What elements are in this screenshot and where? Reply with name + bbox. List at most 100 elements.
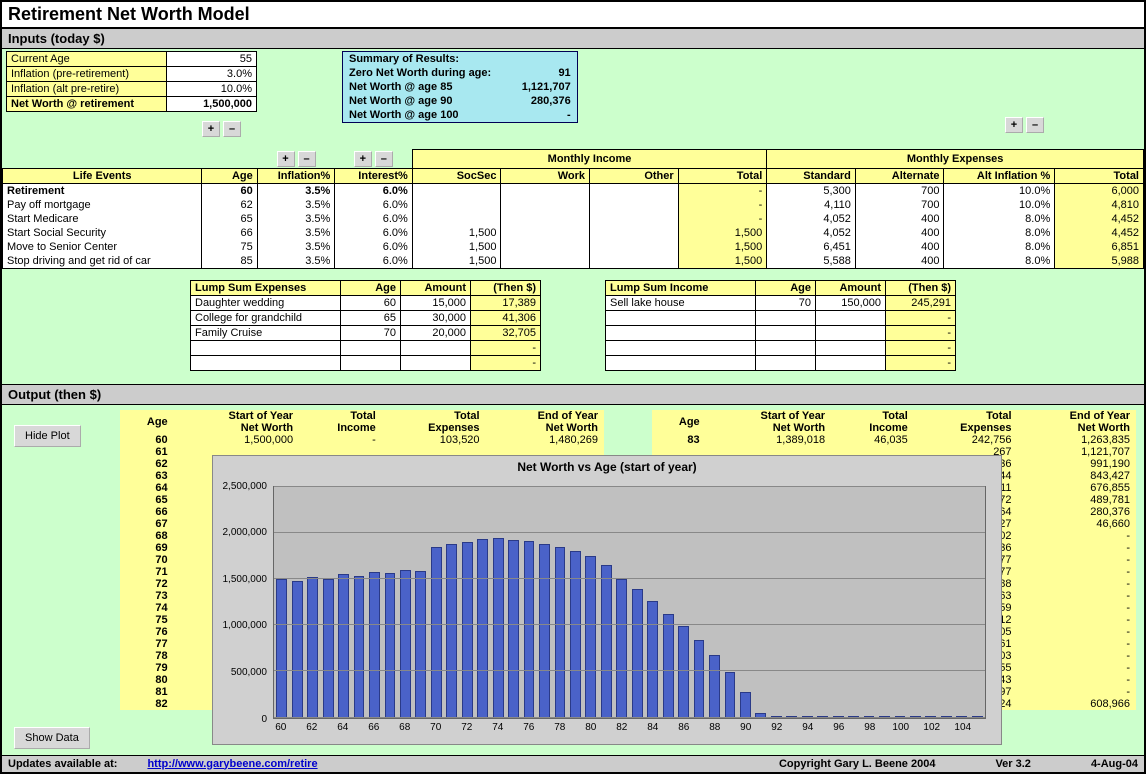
event-inflation[interactable]: 3.5% [257,212,335,226]
event-interest[interactable]: 6.0% [335,240,413,254]
minus-button[interactable]: – [223,121,241,137]
lump-name[interactable] [606,310,756,325]
lump-name[interactable]: College for grandchild [191,310,341,325]
event-work[interactable] [501,212,590,226]
event-name[interactable]: Pay off mortgage [3,198,202,212]
event-other[interactable] [590,183,679,198]
lump-amount[interactable] [816,310,886,325]
lump-age[interactable] [756,355,816,370]
event-socsec[interactable]: 1,500 [412,226,501,240]
event-standard[interactable]: 6,451 [767,240,856,254]
event-socsec[interactable]: 1,500 [412,254,501,269]
event-socsec[interactable] [412,183,501,198]
lump-age[interactable]: 70 [341,325,401,340]
event-inflation[interactable]: 3.5% [257,240,335,254]
lump-name[interactable] [606,355,756,370]
event-alternate[interactable]: 400 [855,226,944,240]
event-interest[interactable]: 6.0% [335,212,413,226]
event-interest[interactable]: 6.0% [335,226,413,240]
lump-name[interactable] [191,340,341,355]
event-work[interactable] [501,198,590,212]
lump-amount[interactable]: 20,000 [401,325,471,340]
lump-age[interactable] [341,355,401,370]
event-standard[interactable]: 4,110 [767,198,856,212]
event-inflation[interactable]: 3.5% [257,198,335,212]
lump-amount[interactable] [816,325,886,340]
event-name[interactable]: Stop driving and get rid of car [3,254,202,269]
event-age[interactable]: 66 [202,226,257,240]
event-name[interactable]: Move to Senior Center [3,240,202,254]
event-work[interactable] [501,240,590,254]
event-alternate[interactable]: 700 [855,198,944,212]
lump-amount[interactable] [401,355,471,370]
input-value[interactable]: 3.0% [167,67,257,82]
minus-button[interactable]: – [298,151,316,167]
lump-age[interactable]: 60 [341,295,401,310]
event-alt-inflation[interactable]: 10.0% [944,183,1055,198]
plus-button[interactable]: + [1005,117,1023,133]
event-age[interactable]: 65 [202,212,257,226]
show-data-button[interactable]: Show Data [14,727,90,749]
event-inflation[interactable]: 3.5% [257,226,335,240]
plus-button[interactable]: + [277,151,295,167]
input-value[interactable]: 10.0% [167,82,257,97]
event-work[interactable] [501,183,590,198]
event-socsec[interactable] [412,198,501,212]
lump-amount[interactable]: 150,000 [816,295,886,310]
event-other[interactable] [590,212,679,226]
lump-name[interactable]: Family Cruise [191,325,341,340]
event-alternate[interactable]: 400 [855,212,944,226]
event-alternate[interactable]: 400 [855,254,944,269]
event-socsec[interactable]: 1,500 [412,240,501,254]
event-interest[interactable]: 6.0% [335,183,413,198]
lump-name[interactable] [606,325,756,340]
event-age[interactable]: 85 [202,254,257,269]
event-alternate[interactable]: 700 [855,183,944,198]
event-alt-inflation[interactable]: 8.0% [944,212,1055,226]
lump-amount[interactable] [816,340,886,355]
event-interest[interactable]: 6.0% [335,198,413,212]
footer-url-link[interactable]: http://www.garybeene.com/retire [147,758,317,770]
lump-name[interactable] [191,355,341,370]
event-socsec[interactable] [412,212,501,226]
lump-name[interactable]: Daughter wedding [191,295,341,310]
lump-name[interactable] [606,340,756,355]
input-value[interactable]: 1,500,000 [167,97,257,112]
event-alt-inflation[interactable]: 8.0% [944,240,1055,254]
lump-age[interactable] [341,340,401,355]
lump-name[interactable]: Sell lake house [606,295,756,310]
lump-amount[interactable]: 15,000 [401,295,471,310]
lump-age[interactable]: 65 [341,310,401,325]
hide-plot-button[interactable]: Hide Plot [14,425,81,447]
event-standard[interactable]: 4,052 [767,212,856,226]
event-alt-inflation[interactable]: 8.0% [944,254,1055,269]
event-work[interactable] [501,226,590,240]
minus-button[interactable]: – [1026,117,1044,133]
event-other[interactable] [590,254,679,269]
event-alt-inflation[interactable]: 10.0% [944,198,1055,212]
event-other[interactable] [590,226,679,240]
plus-button[interactable]: + [354,151,372,167]
lump-amount[interactable] [816,355,886,370]
plus-button[interactable]: + [202,121,220,137]
event-standard[interactable]: 4,052 [767,226,856,240]
event-age[interactable]: 75 [202,240,257,254]
event-inflation[interactable]: 3.5% [257,183,335,198]
event-inflation[interactable]: 3.5% [257,254,335,269]
event-standard[interactable]: 5,300 [767,183,856,198]
lump-age[interactable] [756,310,816,325]
event-alternate[interactable]: 400 [855,240,944,254]
lump-amount[interactable]: 30,000 [401,310,471,325]
event-interest[interactable]: 6.0% [335,254,413,269]
event-name[interactable]: Retirement [3,183,202,198]
event-other[interactable] [590,240,679,254]
lump-age[interactable] [756,325,816,340]
event-age[interactable]: 60 [202,183,257,198]
event-name[interactable]: Start Social Security [3,226,202,240]
minus-button[interactable]: – [375,151,393,167]
event-age[interactable]: 62 [202,198,257,212]
lump-age[interactable]: 70 [756,295,816,310]
event-alt-inflation[interactable]: 8.0% [944,226,1055,240]
lump-amount[interactable] [401,340,471,355]
event-name[interactable]: Start Medicare [3,212,202,226]
